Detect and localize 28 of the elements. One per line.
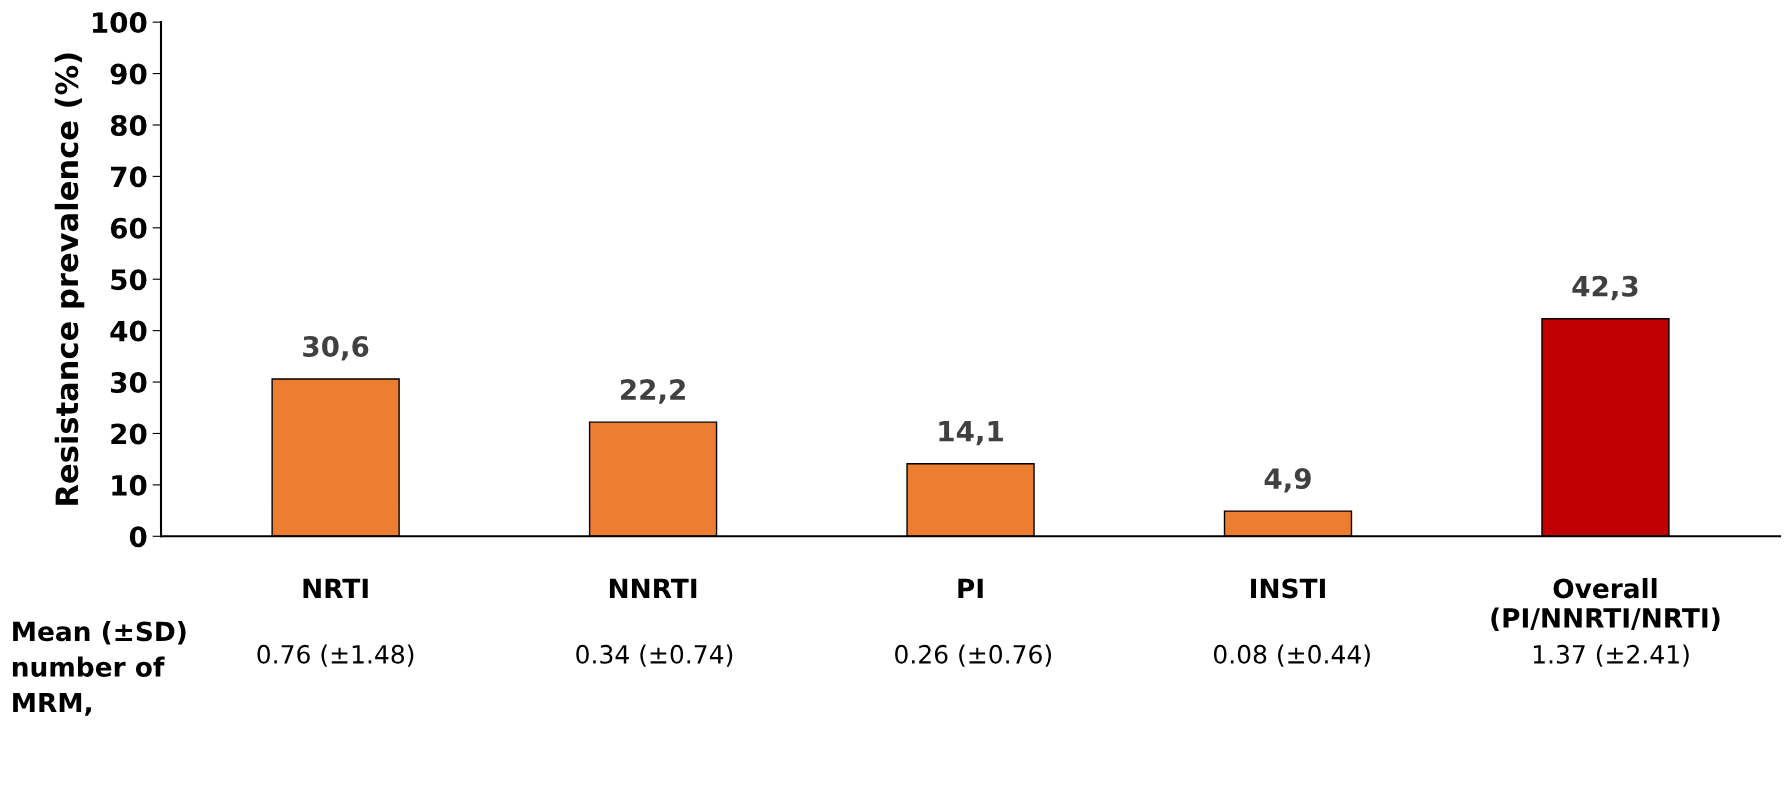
y-tick-label: 0	[129, 526, 147, 548]
text: 0.08 (±0.44)	[1213, 644, 1370, 667]
y-tick-label: 70	[111, 166, 147, 188]
data-label: 14,1	[939, 421, 1003, 446]
y-tick-label: 40	[110, 320, 147, 342]
y-tick-label: 60	[110, 217, 147, 239]
text: 0.34 (±0.74)	[576, 644, 733, 667]
x-tick-label: NNRTI	[609, 578, 697, 599]
text: 0.26 (±0.76)	[895, 644, 1052, 667]
y-tick-label: 90	[110, 63, 147, 85]
y-tick-label: 30	[111, 371, 147, 393]
text: 0.76 (±1.48)	[257, 644, 414, 667]
data-label: 30,6	[303, 335, 369, 361]
x-tick-label: NRTI	[303, 578, 368, 599]
y-axis-title: Resistance prevalence (%)	[54, 53, 85, 505]
y-tick-label: 80	[110, 114, 147, 136]
data-label: 42,3	[1572, 275, 1638, 301]
text: Mean (±SD) number of MRM,	[12, 620, 186, 716]
data-label: 4,9	[1264, 468, 1311, 493]
data-label: 22,2	[621, 379, 685, 404]
y-tick-label: 100	[92, 12, 147, 34]
text: 1.37 (±2.41)	[1533, 644, 1689, 667]
x-tick-label: INSTI	[1251, 578, 1325, 599]
y-tick-label: 20	[111, 423, 147, 445]
y-tick-label: 50	[111, 269, 147, 291]
y-tick-label: 10	[112, 474, 147, 496]
x-tick-label: PI	[958, 578, 983, 599]
x-tick-label: Overall (PI/NNRTI/NRTI)	[1491, 577, 1720, 632]
